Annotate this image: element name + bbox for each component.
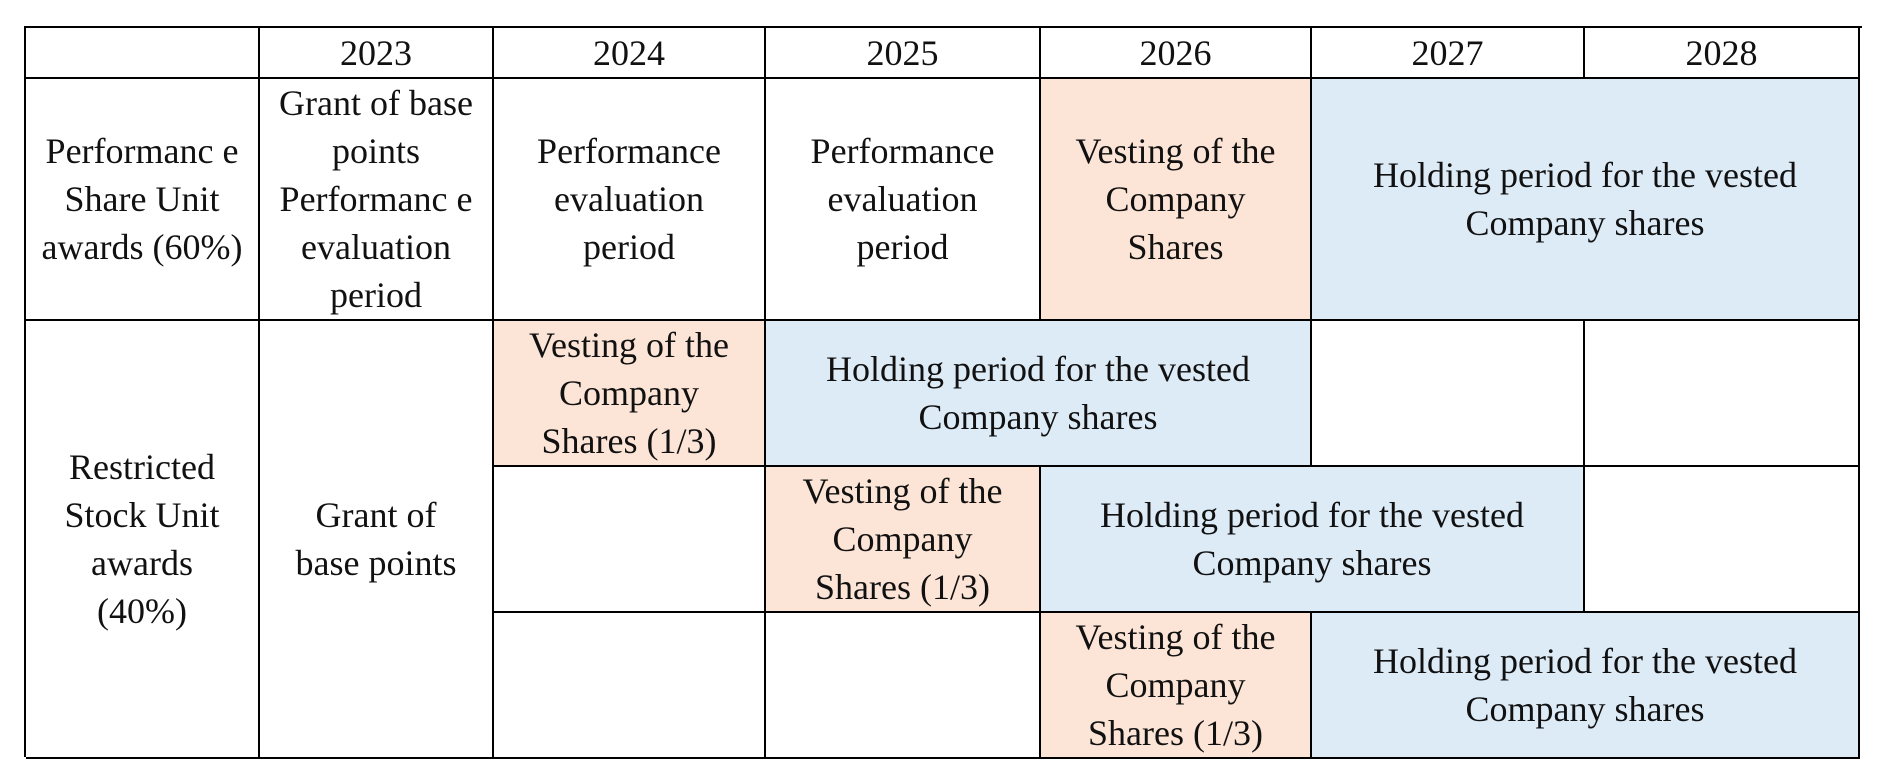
rsu-tranche1-holding-text: Holding period for the vested Company sh…	[826, 349, 1250, 437]
rsu-tranche3-vesting-cell: Vesting of the Company Shares (1/3)	[1041, 613, 1312, 759]
rsu-tranche1-empty-2027	[1312, 321, 1585, 467]
psu-holding-cell: Holding period for the vested Company sh…	[1312, 79, 1860, 321]
rsu-tranche3-empty-2025	[766, 613, 1041, 759]
header-year-2026: 2026	[1041, 28, 1312, 79]
rsu-tranche2-vesting-text: Vesting of the Company Shares (1/3)	[802, 471, 1003, 607]
rsu-tranche3-vesting-text: Vesting of the Company Shares (1/3)	[1075, 617, 1276, 753]
rsu-tranche2-vesting-cell: Vesting of the Company Shares (1/3)	[766, 467, 1041, 613]
psu-holding-text: Holding period for the vested Company sh…	[1373, 155, 1797, 243]
rsu-tranche2-holding-text: Holding period for the vested Company sh…	[1100, 495, 1524, 583]
header-corner-cell	[26, 28, 260, 79]
header-year-2028: 2028	[1585, 28, 1860, 79]
rsu-tranche1-vesting-cell: Vesting of the Company Shares (1/3)	[494, 321, 766, 467]
header-year-label: 2023	[340, 32, 412, 73]
rsu-tranche2-holding-cell: Holding period for the vested Company sh…	[1041, 467, 1585, 613]
psu-eval-2024-cell: Performance evaluation period	[494, 79, 766, 321]
psu-eval-text: Performance evaluation period	[537, 131, 721, 267]
header-year-label: 2026	[1139, 32, 1212, 73]
header-year-2025: 2025	[766, 28, 1041, 79]
rsu-grant-text: Grant of base points	[295, 495, 457, 583]
psu-eval-text: Performance evaluation period	[810, 131, 995, 267]
vesting-schedule-table: 2023 2024 2025 2026 2027 2028 Performanc…	[24, 26, 1862, 759]
header-year-label: 2027	[1411, 32, 1484, 73]
header-year-label: 2024	[593, 32, 665, 73]
header-year-2027: 2027	[1312, 28, 1585, 79]
header-year-label: 2025	[866, 32, 939, 73]
psu-eval-2025-cell: Performance evaluation period	[766, 79, 1041, 321]
rsu-tranche1-empty-2028	[1585, 321, 1860, 467]
rsu-tranche1-holding-cell: Holding period for the vested Company sh…	[766, 321, 1312, 467]
rsu-row-label: Restricted Stock Unit awards (40%)	[26, 321, 260, 759]
psu-vesting-text: Vesting of the Company Shares	[1075, 131, 1276, 267]
psu-vesting-cell: Vesting of the Company Shares	[1041, 79, 1312, 321]
psu-label-text: Performanc e Share Unit awards (60%)	[41, 131, 243, 267]
psu-grant-cell: Grant of base points Performanc e evalua…	[260, 79, 494, 321]
rsu-tranche1-vesting-text: Vesting of the Company Shares (1/3)	[529, 325, 729, 461]
rsu-grant-cell: Grant of base points	[260, 321, 494, 759]
header-year-label: 2028	[1685, 32, 1758, 73]
psu-row-label: Performanc e Share Unit awards (60%)	[26, 79, 260, 321]
header-year-2023: 2023	[260, 28, 494, 79]
header-year-2024: 2024	[494, 28, 766, 79]
rsu-tranche3-empty-2024	[494, 613, 766, 759]
psu-grant-text: Grant of base points Performanc e evalua…	[279, 83, 473, 315]
rsu-tranche2-empty-2028	[1585, 467, 1860, 613]
rsu-tranche3-holding-cell: Holding period for the vested Company sh…	[1312, 613, 1860, 759]
rsu-tranche3-holding-text: Holding period for the vested Company sh…	[1373, 641, 1797, 729]
rsu-label-text: Restricted Stock Unit awards (40%)	[64, 447, 220, 631]
rsu-tranche2-empty-2024	[494, 467, 766, 613]
